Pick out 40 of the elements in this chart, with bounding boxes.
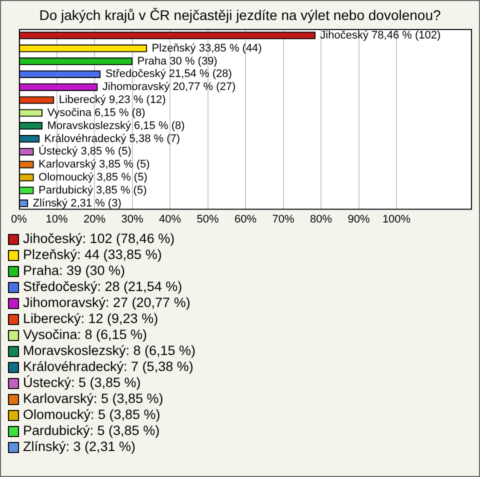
category-label: Pardubický 3,85 % (5) — [38, 184, 147, 196]
category-label: Plzeňský 33,85 % (44) — [152, 42, 262, 54]
category-label: Liberecký 9,23 % (12) — [58, 94, 166, 106]
text: Ústecký: 5 (3,85 %) — [23, 375, 141, 391]
category-label: Královéhradecký 5,38 % (7) — [44, 132, 180, 145]
x-tick-label: 100% — [382, 213, 411, 226]
text: Olomoucký: 5 (3,85 %) — [23, 407, 160, 423]
category-label: Jihomoravský 20,77 % (27) — [102, 81, 236, 94]
category-label: Středočeský 21,54 % (28) — [105, 68, 232, 80]
x-tick-label: 60% — [234, 213, 257, 226]
text: Liberecký: 12 (9,23 %) — [23, 311, 158, 327]
category-label: Zlínský 2,31 % (3) — [32, 197, 122, 210]
x-tick-label: 30% — [121, 213, 144, 226]
text: Jihomoravský: 27 (20,77 %) — [23, 295, 190, 311]
x-tick-label: 80% — [310, 213, 332, 226]
text: Královéhradecký: 7 (5,38 %) — [23, 359, 194, 375]
x-tick-label: 0% — [11, 213, 28, 226]
text: Karlovarský: 5 (3,85 %) — [23, 391, 164, 407]
category-label: Karlovarský 3,85 % (5) — [38, 158, 150, 171]
x-tick-label: 40% — [158, 213, 182, 226]
category-label: Jihočeský 78,46 % (102) — [320, 29, 441, 42]
text: Moravskoslezský: 8 (6,15 %) — [23, 343, 196, 359]
text: Plzeňský: 44 (33,85 %) — [23, 247, 162, 263]
x-tick-label: 90% — [348, 213, 370, 226]
chart-title: Do jakých krajů v ČR nejčastěji jezdíte na výlet nebo dovolenou? — [38, 7, 442, 23]
category-label: Vysočina 6,15 % (8) — [47, 106, 146, 119]
text: Jihočeský: 102 (78,46 %) — [23, 231, 175, 247]
x-tick-label: 50% — [196, 213, 219, 226]
text: Středočeský: 28 (21,54 %) — [23, 279, 182, 295]
text: Vysočina: 8 (6,15 %) — [23, 327, 148, 343]
category-label: Moravskoslezský 6,15 % (8) — [47, 120, 185, 132]
category-label: Olomoucký 3,85 % (5) — [38, 172, 148, 184]
category-label: Praha 30 % (39) — [137, 55, 218, 68]
text: Praha: 39 (30 %) — [23, 263, 126, 279]
category-label: Ústecký 3,85 % (5) — [38, 146, 132, 158]
x-tick-label: 70% — [272, 213, 294, 226]
x-tick-label: 10% — [46, 213, 68, 226]
text: Zlínský: 3 (2,31 %) — [23, 439, 136, 455]
x-tick-label: 20% — [83, 213, 106, 226]
text: Pardubický: 5 (3,85 %) — [23, 423, 160, 439]
